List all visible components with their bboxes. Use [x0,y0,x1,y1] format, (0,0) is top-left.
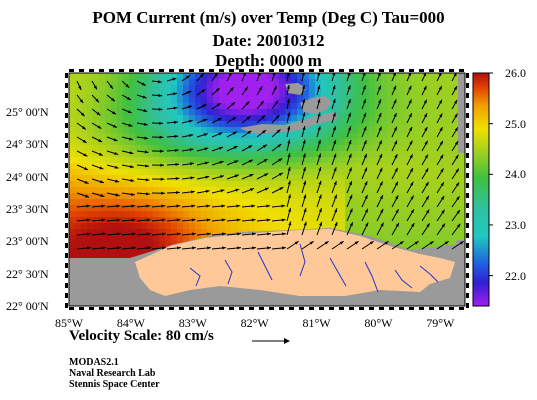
map-date: Date: 20010312 [212,31,325,50]
colorbar-tick-label: 25.0 [505,116,526,131]
colorbar [472,72,493,307]
colorbar-tick-label: 24.0 [505,167,526,182]
credit-lab: Naval Research Lab [69,368,156,379]
latitude-label: 25° 00'N [6,104,49,119]
latitude-label: 23° 30'N [6,201,49,216]
latitude-label: 23° 00'N [6,234,49,249]
temperature-field [69,73,465,306]
credit-software: MODAS2.1 [69,357,119,368]
colorbar-tick-label: 26.0 [505,66,526,80]
latitude-label: 22° 00'N [6,299,49,313]
land-and-nodata [69,73,465,306]
longitude-label: 79°W [426,316,455,330]
longitude-label: 82°W [240,316,269,330]
credit-center: Stennis Space Center [69,379,160,390]
velocity-scale-arrow [252,338,290,344]
map-title: POM Current (m/s) over Temp (Deg C) Tau=… [92,8,445,27]
longitude-label: 84°W [116,316,145,330]
latitude-label: 24° 00'N [6,169,49,184]
longitude-label: 81°W [302,316,331,330]
map-depth: Depth: 0000 m [215,51,322,70]
longitude-label: 83°W [178,316,207,330]
current-vectors [76,73,464,250]
map-frame [65,69,469,310]
longitude-label: 80°W [364,316,393,330]
longitude-label: 85°W [54,316,84,330]
velocity-scale-label: Velocity Scale: 80 cm/s [69,328,214,344]
latitude-label: 22° 30'N [6,266,49,281]
colorbar-tick-label: 23.0 [505,217,526,232]
colorbar-tick-label: 22.0 [505,268,526,283]
latitude-label: 24° 30'N [6,137,49,152]
